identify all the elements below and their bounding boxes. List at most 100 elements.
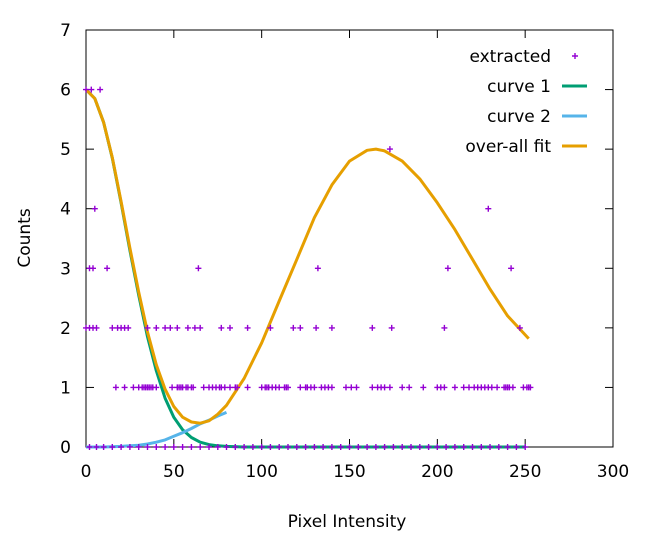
data-point	[241, 444, 248, 450]
data-point	[91, 205, 98, 212]
data-point	[369, 324, 376, 331]
data-point	[126, 444, 133, 450]
legend-label-curve-1: curve 1	[487, 77, 551, 97]
data-point	[285, 384, 291, 391]
data-point	[353, 384, 360, 391]
legend: extracted curve 1 curve 2 over-all fit	[465, 47, 587, 157]
data-point	[408, 444, 414, 450]
data-point	[399, 384, 406, 391]
data-point	[93, 444, 100, 450]
x-tick-label: 250	[509, 462, 541, 482]
y-tick-label: 4	[60, 200, 71, 220]
data-point	[88, 86, 95, 93]
data-point	[218, 324, 225, 331]
data-point	[441, 384, 448, 391]
data-point	[444, 265, 451, 272]
data-point	[495, 444, 502, 450]
data-point	[118, 444, 125, 450]
data-point	[337, 444, 344, 450]
data-point	[130, 384, 137, 391]
data-point	[509, 384, 516, 391]
data-point	[390, 444, 397, 450]
data-point	[399, 444, 406, 450]
legend-label-extracted: extracted	[469, 47, 551, 67]
data-point	[328, 444, 335, 450]
data-point	[513, 444, 520, 450]
data-point	[487, 444, 493, 450]
data-point	[425, 444, 432, 450]
data-point	[97, 86, 104, 93]
data-point	[466, 384, 472, 391]
data-point	[90, 265, 96, 272]
data-point	[369, 384, 376, 391]
data-point	[200, 384, 207, 391]
data-point	[469, 444, 476, 450]
data-point	[451, 384, 458, 391]
data-point	[508, 265, 515, 272]
data-point	[144, 324, 151, 331]
data-point	[206, 444, 212, 450]
data-point	[221, 384, 228, 391]
data-point	[406, 384, 413, 391]
data-point	[346, 444, 353, 450]
data-point	[125, 324, 132, 331]
series-layer	[83, 86, 534, 450]
data-point	[191, 324, 198, 331]
data-point	[328, 384, 335, 391]
y-tick-label: 5	[60, 140, 71, 160]
data-point	[83, 86, 89, 93]
series-line-curve-2	[86, 411, 228, 449]
data-point	[104, 265, 111, 272]
data-point	[162, 324, 169, 331]
data-point	[170, 444, 177, 450]
data-point	[311, 384, 318, 391]
data-point	[121, 384, 128, 391]
data-point	[86, 444, 93, 450]
data-point	[314, 265, 321, 272]
data-point	[355, 444, 362, 450]
data-point	[381, 384, 388, 391]
legend-label-over-all-fit: over-all fit	[465, 137, 551, 157]
data-point	[451, 444, 458, 450]
data-point	[153, 444, 160, 450]
data-point	[285, 444, 291, 450]
data-point	[276, 444, 283, 450]
data-point	[179, 444, 186, 450]
data-point	[162, 444, 169, 450]
data-point	[297, 384, 304, 391]
data-point	[320, 444, 327, 450]
data-point	[169, 384, 176, 391]
data-point	[364, 444, 371, 450]
legend-swatch-extracted	[572, 53, 578, 59]
data-point	[516, 324, 523, 331]
x-tick-label: 0	[81, 462, 92, 482]
data-point	[297, 324, 304, 331]
data-point	[153, 384, 160, 391]
data-point	[232, 444, 239, 450]
data-point	[276, 384, 283, 391]
x-tick-label: 50	[163, 462, 185, 482]
data-point	[249, 444, 256, 450]
data-point	[174, 324, 181, 331]
data-point	[258, 444, 265, 450]
data-point	[311, 444, 318, 450]
data-point	[293, 444, 300, 450]
data-point	[197, 444, 204, 450]
data-point	[527, 384, 534, 391]
data-point	[135, 444, 142, 450]
data-point	[109, 444, 116, 450]
data-point	[112, 384, 119, 391]
data-point	[348, 384, 355, 391]
data-point	[100, 444, 107, 450]
data-point	[328, 324, 335, 331]
data-point	[290, 324, 297, 331]
data-point	[441, 324, 448, 331]
x-tick-label: 300	[597, 462, 629, 482]
data-point	[386, 384, 393, 391]
data-point	[386, 146, 393, 153]
data-point	[153, 324, 160, 331]
data-point	[195, 265, 202, 272]
x-tick-label: 100	[245, 462, 277, 482]
data-point	[434, 444, 441, 450]
